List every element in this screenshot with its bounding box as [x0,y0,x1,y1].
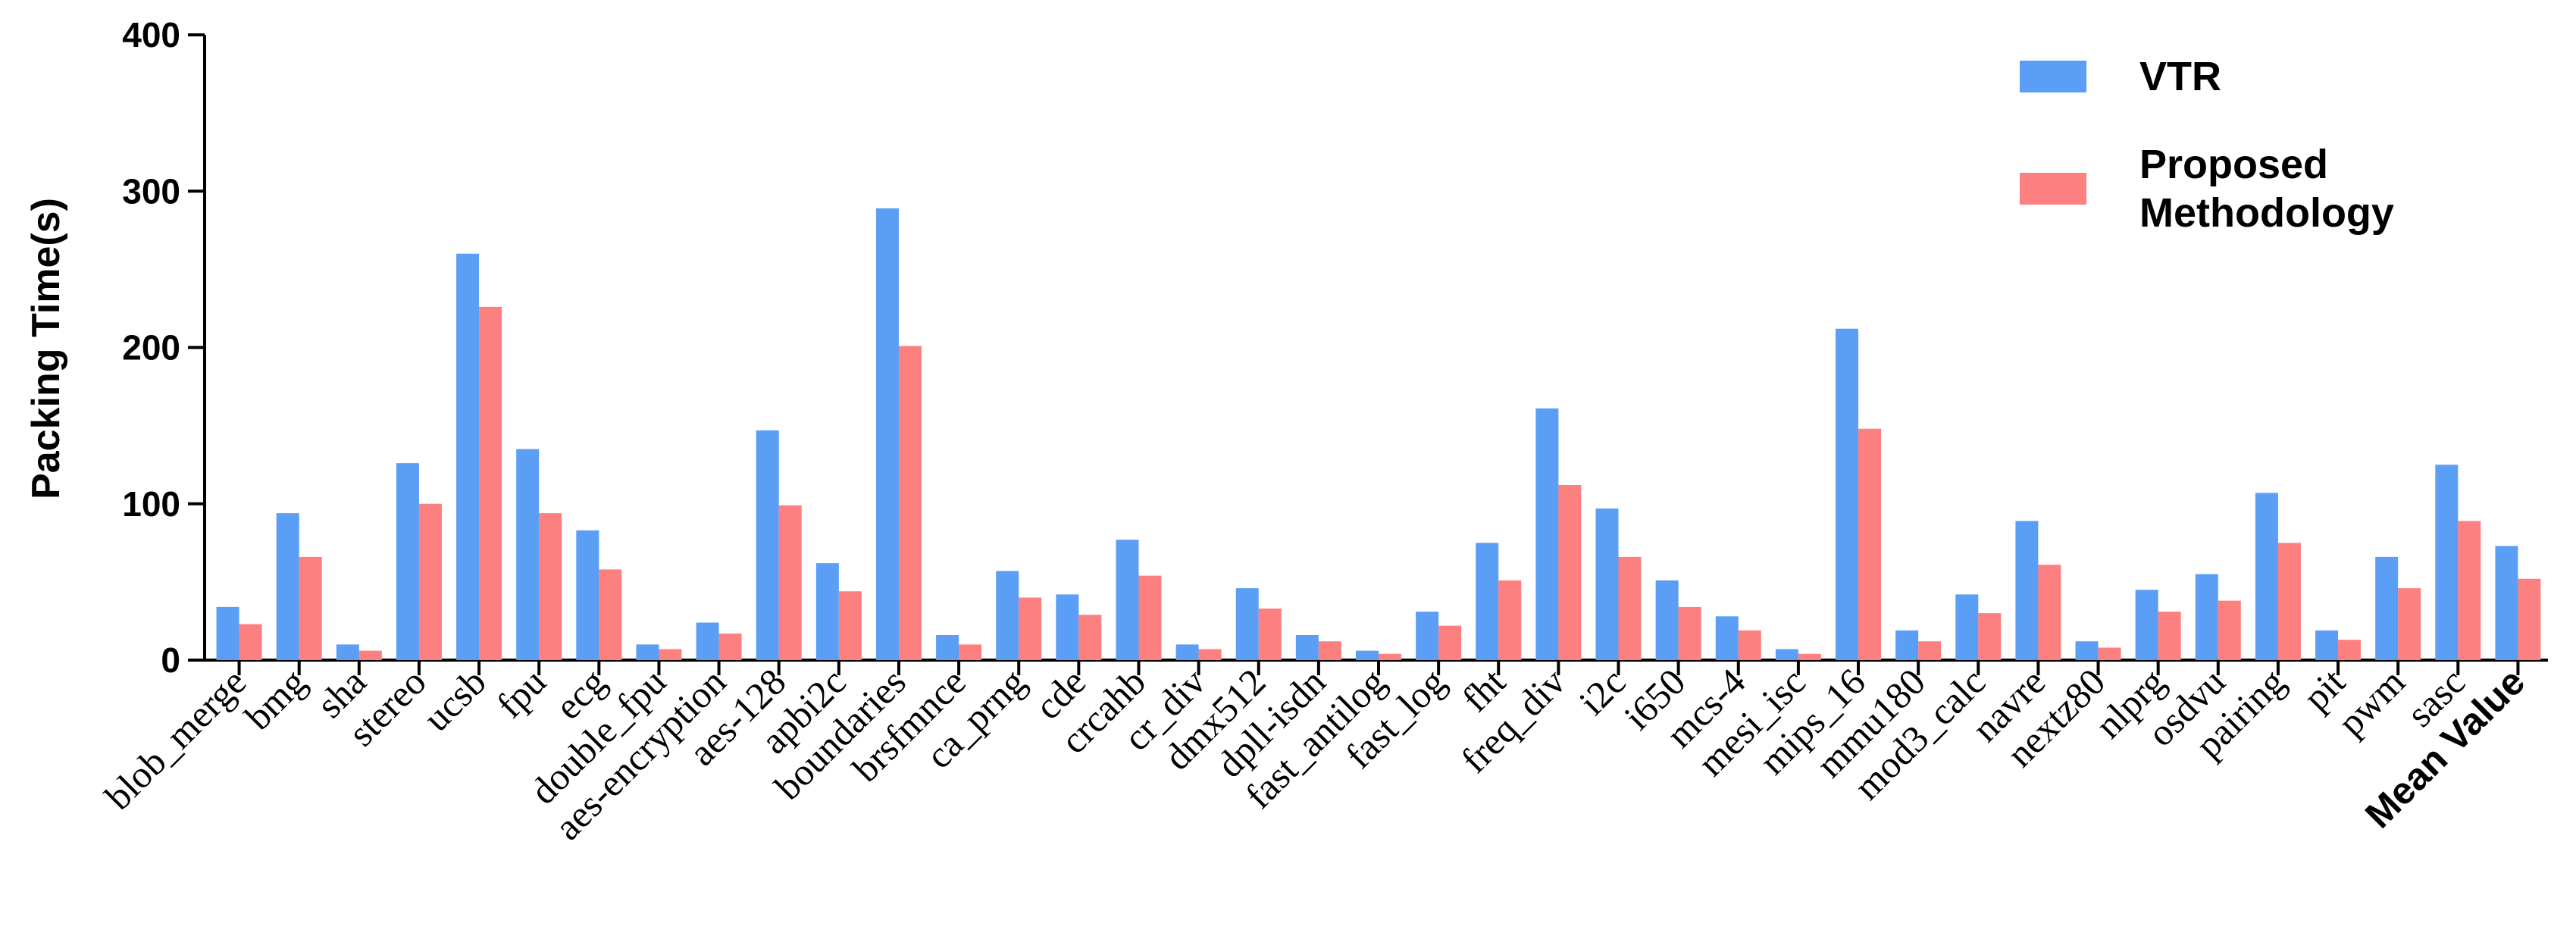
bar-proposed [2458,521,2481,660]
legend-swatch [2020,173,2086,205]
bar-proposed [2098,647,2121,660]
bar-proposed [479,306,502,660]
bar-proposed [838,591,862,660]
bar-proposed [358,650,382,660]
bar-vtr [2135,590,2158,660]
bar-vtr [576,530,599,660]
bar-proposed [1019,597,1042,660]
bar-vtr [696,622,719,660]
bar-proposed [1198,649,1222,660]
bar-proposed [2158,612,2181,660]
bar-vtr [2435,465,2459,660]
bar-vtr [996,571,1019,660]
bar-proposed [539,513,562,660]
bar-vtr [216,606,239,660]
bar-proposed [659,649,682,660]
bar-vtr [2075,641,2099,660]
y-tick-label: 200 [122,328,180,368]
bar-vtr [336,644,359,660]
bar-vtr [2315,630,2339,660]
legend-label: Proposed Methodology [2139,142,2394,236]
y-tick-label: 100 [122,484,180,524]
bar-proposed [1678,606,1701,660]
bar-vtr [1655,580,1679,660]
y-axis-title-group: Packing Time(s) [24,198,68,499]
bar-proposed [1858,428,1882,660]
bar-proposed [418,503,442,660]
bar-vtr [1295,635,1319,660]
bar-vtr [2255,493,2278,660]
bar-proposed [1438,625,1462,660]
bar-proposed [898,346,922,660]
bar-vtr [636,644,659,660]
bar-proposed [1498,580,1522,660]
bar-vtr [1175,644,1199,660]
bar-proposed [1738,630,1761,660]
bar-vtr [2195,574,2218,660]
legend-swatch [2020,61,2086,92]
bar-vtr [1416,612,1439,660]
bar-vtr [396,463,419,660]
bar-proposed [1978,613,2002,660]
bar-proposed [2398,588,2421,660]
bar-vtr [875,208,899,660]
bar-vtr [1836,328,1859,660]
bar-proposed [2038,565,2061,660]
bar-proposed [1379,653,1401,660]
x-tick-label: blob_merge [97,660,255,818]
bar-vtr [1476,543,1499,660]
y-tick-label: 400 [122,15,180,55]
bar-proposed [1618,556,1642,660]
bar-proposed [959,644,982,660]
bar-vtr [276,513,299,660]
bar-proposed [299,556,322,660]
bar-vtr [1775,649,1798,660]
bar-proposed [1318,641,1341,660]
bar-vtr [756,430,779,660]
bar-proposed [2218,600,2241,660]
bar-vtr [1595,508,1619,660]
x-tick-label: fpu [488,660,554,726]
bar-proposed [1918,641,1942,660]
bar-proposed [718,633,742,660]
bar-vtr [1955,594,1979,660]
bar-vtr [815,563,839,660]
bar-proposed [1258,608,1282,660]
bar-proposed [778,505,802,660]
legend-label: VTR [2139,54,2221,99]
bar-proposed [1558,485,1582,660]
bar-vtr [1056,594,1079,660]
bar-proposed [1078,615,1102,660]
bar-vtr [2015,521,2039,660]
bar-vtr [1715,616,1739,660]
bar-vtr [1535,408,1559,660]
bar-vtr [1235,588,1259,660]
x-tick-label: bmg [236,660,314,737]
bar-proposed [239,624,262,660]
bar-vtr [2375,556,2399,660]
bar-proposed [2277,543,2301,660]
bar-vtr [516,449,540,660]
y-tick-label: 300 [122,171,180,211]
y-axis-title: Packing Time(s) [24,198,68,499]
bar-vtr [936,635,959,660]
y-tick-label: 0 [161,640,180,680]
bar-vtr [1895,630,1919,660]
x-tick-label: ucsb [415,660,493,739]
bars [216,208,2541,660]
legend: VTR Proposed Methodology [2020,54,2394,236]
bar-vtr [1356,650,1379,660]
x-tick-labels: blob_mergebmgshastereoucsbfpuecgdouble_f… [97,660,2533,848]
bar-vtr [2495,546,2518,660]
bar-proposed [2338,640,2362,660]
bar-proposed [2518,578,2541,660]
bar-proposed [1798,653,1821,660]
bar-proposed [599,569,622,660]
bar-vtr [1116,540,1139,660]
bar-proposed [1138,575,1162,660]
bar-vtr [456,253,480,660]
